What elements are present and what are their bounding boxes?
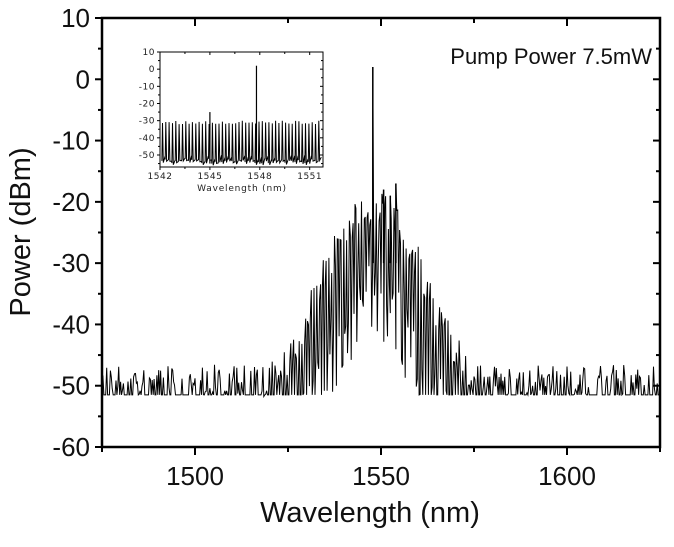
pump-power-annotation: Pump Power 7.5mW: [450, 44, 652, 69]
inset-x-tick-label: 1548: [247, 172, 272, 182]
inset-y-tick-labels: 10 0 -10 -20 -30 -40 -50: [139, 48, 155, 161]
y-tick-label: -50: [52, 371, 90, 401]
main-y-tick-labels: 10 0 -10 -20 -30 -40 -50 -60: [52, 3, 90, 462]
main-plot: 10 0 -10 -20 -30 -40 -50 -60 1500 1550 1600 Wavel…: [5, 3, 662, 529]
inset-plot-frame: [159, 51, 324, 168]
main-spectrum-line: [101, 66, 660, 399]
inset-y-tick-label: 10: [143, 48, 155, 58]
inset-x-tick-label: 1551: [297, 172, 322, 182]
main-y-axis-title: Power (dBm): [5, 147, 37, 316]
x-tick-label: 1500: [166, 461, 224, 491]
inset-spectrum-line: [161, 120, 322, 166]
main-x-tick-labels: 1500 1550 1600: [166, 461, 596, 491]
inset-y-tick-label: -20: [139, 99, 155, 109]
inset-y-tick-label: -50: [139, 151, 155, 161]
main-x-axis-title: Wavelength (nm): [260, 497, 480, 529]
y-tick-label: -40: [52, 309, 90, 339]
x-tick-label: 1600: [538, 461, 596, 491]
inset-y-tick-label: -30: [139, 117, 155, 127]
y-tick-label: -60: [52, 432, 90, 462]
y-tick-label: -20: [52, 187, 90, 217]
y-tick-label: 0: [76, 64, 90, 94]
inset-x-tick-labels: 1542 1545 1548 1551: [148, 172, 322, 182]
inset-spectrum-trace: [161, 65, 322, 166]
main-spectrum-trace: [101, 66, 660, 399]
inset-y-tick-label: 0: [149, 65, 155, 75]
y-tick-label: 10: [61, 3, 90, 33]
inset-y-tick-label: -10: [139, 82, 155, 92]
inset-x-axis-title: Wavelength (nm): [197, 184, 287, 194]
inset-x-tick-label: 1542: [148, 172, 173, 182]
main-axis-ticks: [95, 17, 661, 455]
y-tick-label: -30: [52, 248, 90, 278]
inset-axis-ticks: [157, 51, 323, 170]
inset-plot: 10 0 -10 -20 -30 -40 -50 1542 1545 1548 1551 Wave…: [139, 48, 324, 194]
y-tick-label: -10: [52, 126, 90, 156]
x-tick-label: 1550: [352, 461, 410, 491]
inset-x-tick-label: 1545: [197, 172, 222, 182]
inset-y-tick-label: -40: [139, 134, 155, 144]
